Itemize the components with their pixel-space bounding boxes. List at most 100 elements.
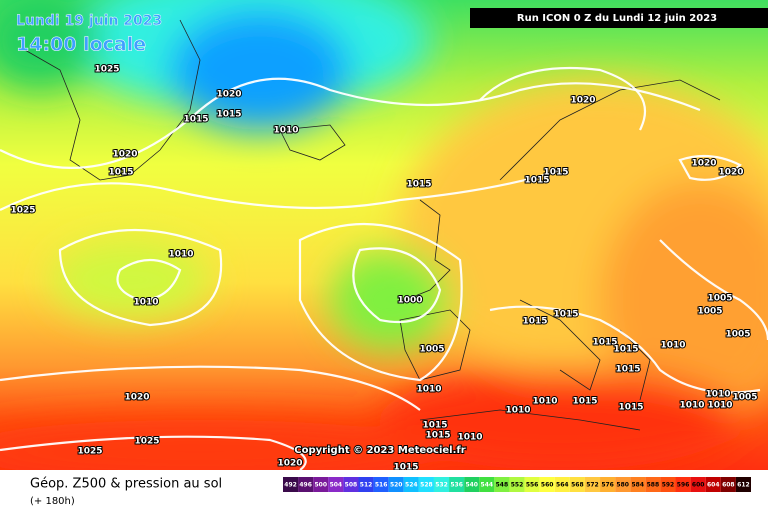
isobar-label: 1015	[592, 338, 617, 348]
legend-label: 556	[526, 482, 539, 489]
isobar-label: 1020	[124, 393, 149, 403]
legend-label: 572	[586, 482, 599, 489]
run-info: Run ICON 0 Z du Lundi 12 juin 2023	[517, 13, 717, 24]
legend-swatch	[479, 477, 495, 492]
legend-label: 544	[481, 482, 494, 489]
legend-label: 568	[571, 482, 584, 489]
footer-title: Géop. Z500 & pression au sol	[30, 477, 222, 492]
isobar-label: 1005	[725, 330, 750, 340]
forecast-lead: (+ 180h)	[30, 496, 75, 507]
legend-label: 576	[601, 482, 614, 489]
legend-label: 492	[284, 482, 297, 489]
legend-label: 508	[345, 482, 358, 489]
isobar-label: 1010	[416, 385, 441, 395]
legend-swatch	[630, 477, 646, 492]
legend-label: 504	[330, 482, 343, 489]
run-banner	[470, 8, 768, 28]
isobar-label: 1005	[707, 294, 732, 304]
isobar-label: 1025	[134, 437, 159, 447]
legend-swatch	[584, 477, 601, 492]
isobar-label: 1005	[732, 393, 757, 403]
isobar-label: 1015	[108, 168, 133, 178]
legend-swatch	[313, 477, 329, 492]
legend-swatch	[343, 477, 359, 492]
legend-label: 564	[556, 482, 569, 489]
copyright: Copyright © 2023 Meteociel.fr	[294, 445, 465, 456]
isobar-label: 1020	[718, 168, 743, 178]
legend-swatch	[388, 477, 404, 492]
legend-swatch	[690, 477, 706, 492]
legend-swatch	[720, 477, 736, 492]
isobar-label: 1015	[425, 431, 450, 441]
legend-label: 608	[722, 482, 735, 489]
coastlines	[24, 19, 721, 431]
legend-label: 604	[707, 482, 720, 489]
legend-swatch	[418, 477, 434, 492]
isobar-label: 1010	[505, 406, 530, 416]
isobar-label: 1025	[94, 65, 119, 75]
isobar-label: 1015	[553, 310, 578, 320]
isobar-label: 1015	[524, 176, 549, 186]
isobar-label: 1010	[457, 433, 482, 443]
color-field	[0, 0, 768, 480]
isobar-label: 1020	[112, 150, 137, 160]
isobar-label: 1015	[422, 421, 447, 431]
legend-label: 496	[299, 482, 312, 489]
legend-swatch	[283, 477, 299, 492]
legend-label: 548	[496, 482, 509, 489]
isobar-label: 1005	[697, 307, 722, 317]
isobar-label: 1010	[532, 397, 557, 407]
isobar-label: 1015	[406, 180, 431, 190]
valid-date: Lundi 19 juin 2023	[16, 13, 162, 29]
isobar-label: 1010	[133, 298, 158, 308]
legend-swatch	[645, 477, 661, 492]
isobar-label: 1010	[273, 126, 298, 136]
legend-swatch	[373, 477, 389, 492]
legend-swatch	[464, 477, 480, 492]
isobar-label: 1015	[183, 115, 208, 125]
legend-label: 596	[677, 482, 690, 489]
legend-swatch	[675, 477, 691, 492]
legend-swatch	[705, 477, 721, 492]
legend-label: 588	[647, 482, 660, 489]
legend-swatch	[600, 477, 616, 492]
isobar-label: 1010	[679, 401, 704, 411]
legend-swatch	[433, 477, 450, 492]
legend-swatch	[660, 477, 676, 492]
isobar-label: 1015	[613, 345, 638, 355]
legend-label: 540	[465, 482, 478, 489]
isobar-label: 1005	[419, 345, 444, 355]
legend-label: 500	[314, 482, 327, 489]
isobar-label: 1020	[570, 96, 595, 106]
legend-swatch	[539, 477, 555, 492]
legend-label: 516	[375, 482, 388, 489]
legend-swatch	[524, 477, 540, 492]
legend-swatch	[569, 477, 585, 492]
legend-swatch	[494, 477, 510, 492]
legend-swatch	[509, 477, 525, 492]
legend-label: 536	[450, 482, 463, 489]
legend-label: 512	[360, 482, 373, 489]
legend-label: 592	[662, 482, 675, 489]
legend-label: 580	[616, 482, 629, 489]
legend-label: 584	[632, 482, 645, 489]
legend-label: 532	[435, 482, 448, 489]
legend-swatch	[328, 477, 344, 492]
legend-swatch	[358, 477, 374, 492]
legend-swatch	[554, 477, 570, 492]
isobars	[0, 66, 768, 471]
isobar-label: 1015	[216, 110, 241, 120]
legend-swatch	[298, 477, 314, 492]
legend-swatch	[615, 477, 631, 492]
legend-label: 560	[541, 482, 554, 489]
isobar-label: 1010	[168, 250, 193, 260]
legend-label: 528	[420, 482, 433, 489]
isobar-label: 1010	[707, 401, 732, 411]
isobar-label: 1025	[77, 447, 102, 457]
legend-label: 600	[692, 482, 705, 489]
isobar-label: 1000	[397, 296, 422, 306]
legend-swatch	[735, 477, 751, 492]
isobar-label: 1025	[10, 206, 35, 216]
